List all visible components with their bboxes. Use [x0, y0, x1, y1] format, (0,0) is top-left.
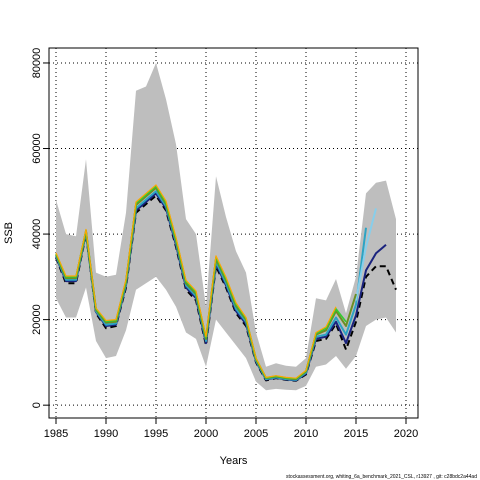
plot-frame	[48, 47, 419, 419]
x-tick-label-1995: 1995	[144, 428, 168, 440]
y-tick-label-80000: 80000	[31, 48, 43, 79]
x-tick-label-2010: 2010	[294, 428, 318, 440]
x-tick-label-2000: 2000	[194, 428, 218, 440]
confidence-band	[56, 63, 396, 391]
series-layer	[55, 184, 397, 382]
y-tick-label-0: 0	[31, 402, 43, 408]
x-tick-label-2005: 2005	[244, 428, 268, 440]
x-tick-label-1985: 1985	[44, 428, 68, 440]
y-axis: 0 20000 40000 60000 80000	[31, 48, 49, 408]
series-line-7	[55, 184, 337, 379]
y-tick-label-60000: 60000	[31, 133, 43, 164]
footer-note: stockassessment.org, whiting_6a_benchmar…	[286, 474, 477, 480]
x-tick-label-2020: 2020	[394, 428, 418, 440]
x-axis: 1985 1990 1995 2000 2005 2010 2015 2020	[44, 418, 418, 440]
y-tick-label-20000: 20000	[31, 304, 43, 335]
x-axis-title: Years	[220, 455, 248, 467]
y-tick-label-40000: 40000	[31, 219, 43, 250]
y-axis-title: SSB	[3, 222, 15, 244]
x-tick-label-1990: 1990	[94, 428, 118, 440]
series-line-4	[355, 208, 377, 301]
x-tick-label-2015: 2015	[344, 428, 368, 440]
confidence-band-layer	[56, 63, 396, 391]
